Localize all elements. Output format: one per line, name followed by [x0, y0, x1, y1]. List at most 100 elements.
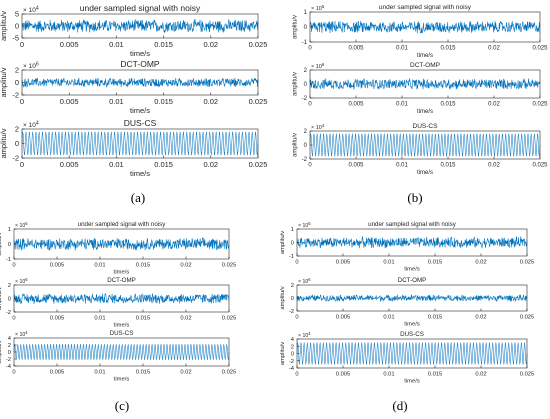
signal-line: [309, 78, 541, 90]
y-tick-label: -4: [6, 364, 12, 370]
x-tick-label: 0: [295, 314, 298, 320]
y-axis-label: amplitu/v: [280, 286, 286, 309]
x-tick-label: 0.01: [94, 369, 105, 375]
x-tick-label: 0.005: [60, 40, 79, 49]
y-tick-label: 2: [304, 129, 308, 135]
subplot-title: DCT-OMP: [120, 59, 160, 69]
x-tick-label: 0: [295, 259, 298, 265]
x-tick-label: 0.025: [249, 97, 268, 106]
x-tick-label: 0: [308, 102, 312, 108]
x-axis-label: time/s: [114, 323, 130, 329]
x-tick-label: 0.02: [475, 259, 486, 265]
y-tick-label: 4: [291, 337, 295, 343]
subplot-title: DCT-OMP: [398, 277, 427, 284]
x-tick-label: 0: [12, 315, 15, 321]
y-tick-label: 0: [8, 350, 11, 356]
x-tick-label: 0.015: [136, 262, 151, 268]
x-tick-label: 0.005: [348, 163, 364, 169]
x-tick-label: 0.015: [440, 102, 456, 108]
subplot-title: under sampled signal with noisy: [78, 221, 167, 228]
x-tick-label: 0.015: [440, 163, 456, 169]
x-tick-label: 0.005: [60, 97, 79, 106]
x-tick-label: 0.01: [396, 46, 408, 52]
y-tick-label: -2: [12, 154, 19, 163]
y-exponent: × 104: [23, 120, 39, 129]
x-tick-label: 0.025: [222, 369, 237, 375]
x-tick-label: 0.01: [383, 259, 394, 265]
x-tick-label: 0.015: [154, 97, 173, 106]
x-axis-label: time/s: [404, 379, 420, 385]
x-tick-label: 0.015: [154, 40, 173, 49]
y-tick-label: 2: [304, 68, 308, 74]
y-axis-label: amplitu/v: [0, 67, 8, 97]
y-tick-label: 0: [291, 241, 294, 247]
x-tick-label: 0: [308, 46, 312, 52]
y-tick-label: -2: [12, 91, 19, 100]
x-axis-label: time/s: [130, 49, 150, 58]
y-tick-label: 0: [8, 297, 11, 303]
x-tick-label: 0.005: [348, 46, 364, 52]
x-axis-label: time/s: [114, 270, 130, 276]
x-axis-label: time/s: [130, 169, 150, 178]
x-tick-label: 0: [295, 371, 298, 377]
y-tick-label: -4: [289, 366, 295, 372]
y-exponent: × 105: [298, 221, 311, 229]
y-tick-label: 0: [15, 78, 19, 87]
x-tick-label: 0.01: [94, 315, 105, 321]
y-axis-label: amplitu/v: [0, 11, 8, 41]
y-exponent: × 106: [23, 61, 39, 70]
y-tick-label: 1: [8, 227, 11, 233]
x-tick-label: 0.025: [222, 262, 237, 268]
x-tick-label: 0: [12, 262, 15, 268]
x-tick-label: 0.02: [180, 369, 191, 375]
x-tick-label: 0.02: [203, 160, 218, 169]
x-tick-label: 0.015: [440, 46, 456, 52]
x-tick-label: 0.02: [488, 46, 500, 52]
subplot-title: DCT-OMP: [107, 277, 136, 284]
subplot-title: DUS-CS: [110, 330, 134, 337]
y-tick-label: -2: [302, 96, 308, 102]
y-tick-label: 0: [15, 139, 19, 148]
signal-line: [13, 344, 230, 360]
signal-line: [296, 294, 527, 302]
x-axis-label: time/s: [130, 106, 150, 115]
signal-line: [21, 77, 259, 88]
x-tick-label: 0.015: [136, 369, 151, 375]
y-tick-label: -1: [6, 257, 11, 263]
y-tick-label: 0: [15, 22, 19, 31]
panel-label: (a): [131, 190, 145, 205]
x-tick-label: 0.025: [520, 371, 535, 377]
y-tick-label: 0: [291, 352, 294, 358]
y-tick-label: 1: [291, 227, 294, 233]
y-tick-label: 0: [291, 296, 294, 302]
y-exponent: × 104: [298, 331, 311, 339]
x-tick-label: 0.02: [475, 314, 486, 320]
y-exponent: × 106: [298, 277, 311, 285]
x-tick-label: 0.02: [180, 262, 191, 268]
x-tick-label: 0.01: [94, 262, 105, 268]
panel-label: (c): [115, 398, 129, 413]
x-axis-label: time/s: [417, 170, 433, 176]
y-tick-label: 0: [304, 82, 308, 88]
panel-label: (d): [392, 398, 407, 413]
y-tick-label: -2: [302, 157, 308, 163]
y-axis-label: amplitu/v: [293, 133, 299, 157]
x-tick-label: 0.01: [109, 160, 124, 169]
y-tick-label: -2: [6, 310, 11, 316]
y-tick-label: -2: [289, 359, 294, 365]
y-tick-label: 2: [8, 343, 11, 349]
signal-line: [309, 133, 541, 157]
panel-label: (b): [407, 190, 422, 205]
y-exponent: × 106: [311, 62, 325, 70]
y-tick-label: 2: [291, 283, 294, 289]
y-axis-label: amplitu/v: [0, 128, 8, 158]
x-tick-label: 0.005: [50, 262, 65, 268]
subplot-title: under sampled signal with noisy: [80, 3, 201, 13]
y-tick-label: 0: [8, 242, 11, 248]
